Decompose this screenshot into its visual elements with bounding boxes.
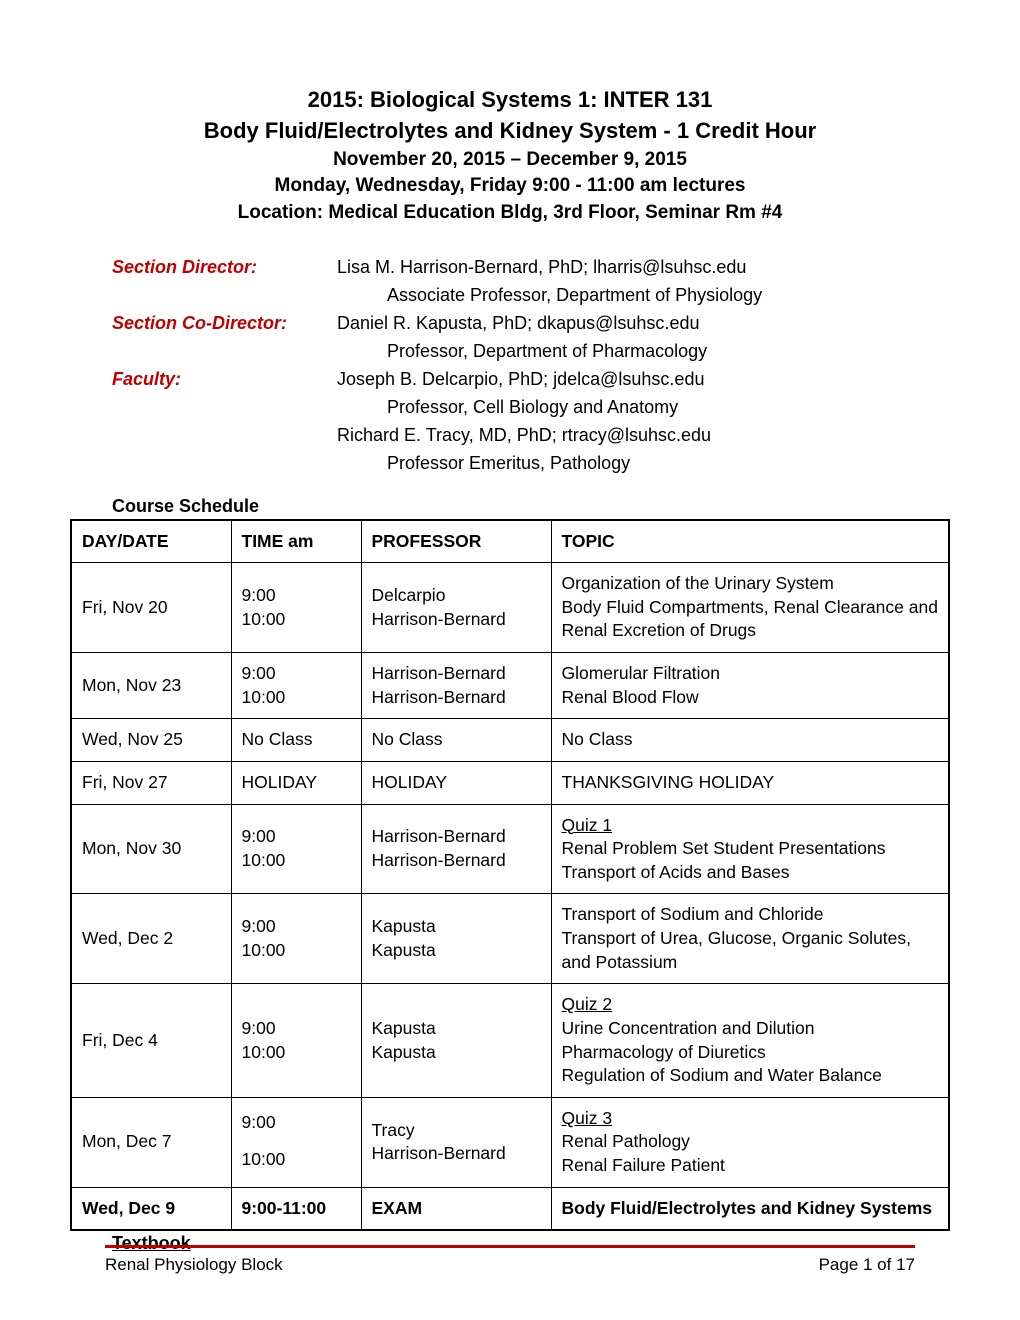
- codirector-name: Daniel R. Kapusta, PhD; dkapus@lsuhsc.ed…: [337, 310, 950, 338]
- cell-time: 9:00 10:00: [231, 563, 361, 653]
- schedule-line: Monday, Wednesday, Friday 9:00 - 11:00 a…: [70, 173, 950, 200]
- faculty2-title: Professor Emeritus, Pathology: [337, 450, 950, 478]
- faculty-label: Faculty:: [112, 366, 337, 394]
- course-subtitle: Body Fluid/Electrolytes and Kidney Syste…: [70, 116, 950, 147]
- page-footer: Renal Physiology Block Page 1 of 17: [105, 1255, 915, 1275]
- table-row: Mon, Nov 23 9:00 10:00 Harrison-Bernard …: [71, 653, 949, 719]
- schedule-table: DAY/DATE TIME am PROFESSOR TOPIC Fri, No…: [70, 519, 950, 1232]
- table-row: Mon, Dec 7 9:00 10:00 Tracy Harrison-Ber…: [71, 1097, 949, 1187]
- cell-date: Fri, Nov 20: [71, 563, 231, 653]
- faculty2-name: Richard E. Tracy, MD, PhD; rtracy@lsuhsc…: [337, 422, 950, 450]
- director-title: Associate Professor, Department of Physi…: [337, 282, 950, 310]
- table-row: Fri, Nov 20 9:00 10:00 Delcarpio Harriso…: [71, 563, 949, 653]
- course-title: 2015: Biological Systems 1: INTER 131: [70, 85, 950, 116]
- faculty1-name: Joseph B. Delcarpio, PhD; jdelca@lsuhsc.…: [337, 366, 950, 394]
- col-date: DAY/DATE: [71, 520, 231, 563]
- table-row: Fri, Nov 27 HOLIDAY HOLIDAY THANKSGIVING…: [71, 761, 949, 804]
- col-time: TIME am: [231, 520, 361, 563]
- codirector-title: Professor, Department of Pharmacology: [337, 338, 950, 366]
- table-row: Wed, Dec 2 9:00 10:00 Kapusta Kapusta Tr…: [71, 894, 949, 984]
- table-row: Mon, Nov 30 9:00 10:00 Harrison-Bernard …: [71, 804, 949, 894]
- col-prof: PROFESSOR: [361, 520, 551, 563]
- director-name: Lisa M. Harrison-Bernard, PhD; lharris@l…: [337, 254, 950, 282]
- table-header-row: DAY/DATE TIME am PROFESSOR TOPIC: [71, 520, 949, 563]
- footer-divider: [105, 1245, 915, 1248]
- codirector-label: Section Co-Director:: [112, 310, 337, 338]
- table-row-exam: Wed, Dec 9 9:00-11:00 EXAM Body Fluid/El…: [71, 1187, 949, 1230]
- cell-topic: Organization of the Urinary System Body …: [551, 563, 949, 653]
- cell-prof: Delcarpio Harrison-Bernard: [361, 563, 551, 653]
- schedule-heading: Course Schedule: [112, 496, 950, 517]
- faculty1-title: Professor, Cell Biology and Anatomy: [337, 394, 950, 422]
- col-topic: TOPIC: [551, 520, 949, 563]
- date-range: November 20, 2015 – December 9, 2015: [70, 147, 950, 174]
- location-line: Location: Medical Education Bldg, 3rd Fl…: [70, 200, 950, 227]
- table-row: Wed, Nov 25 No Class No Class No Class: [71, 719, 949, 762]
- footer-left: Renal Physiology Block: [105, 1255, 283, 1275]
- table-row: Fri, Dec 4 9:00 10:00 Kapusta Kapusta Qu…: [71, 984, 949, 1098]
- document-header: 2015: Biological Systems 1: INTER 131 Bo…: [70, 85, 950, 226]
- director-label: Section Director:: [112, 254, 337, 282]
- staff-block: Section Director: Lisa M. Harrison-Berna…: [112, 254, 950, 477]
- textbook-heading: Textbook: [112, 1233, 950, 1254]
- footer-right: Page 1 of 17: [819, 1255, 915, 1275]
